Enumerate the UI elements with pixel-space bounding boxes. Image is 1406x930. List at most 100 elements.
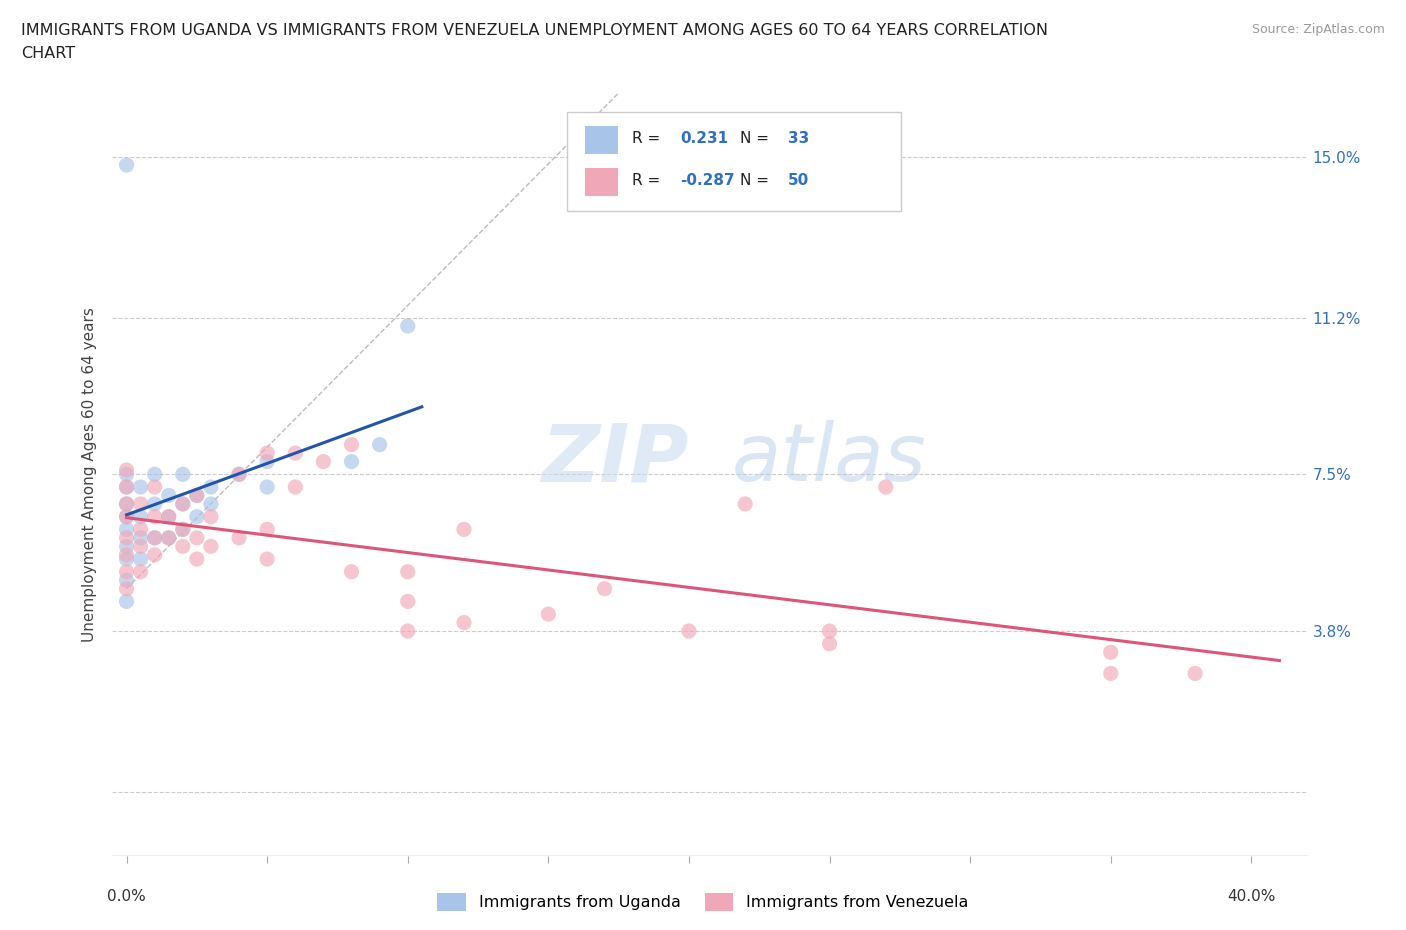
Point [340,454,363,469]
Point [115,548,138,563]
Point [115,581,138,596]
Point [172,538,194,553]
Point [115,594,138,609]
Point [115,573,138,588]
Point [1099,666,1122,681]
Point [256,522,278,537]
Point [115,510,138,525]
Legend: Immigrants from Uganda, Immigrants from Venezuela: Immigrants from Uganda, Immigrants from … [432,886,974,917]
Text: Source: ZipAtlas.com: Source: ZipAtlas.com [1251,23,1385,36]
Point [129,538,152,553]
Point [312,454,335,469]
Point [143,497,166,512]
Point [143,530,166,545]
Point [157,510,180,525]
FancyBboxPatch shape [585,126,619,154]
Text: R =: R = [633,131,661,146]
Point [228,530,250,545]
Point [115,497,138,512]
Point [115,510,138,525]
Text: N =: N = [740,173,769,188]
Text: atlas: atlas [733,420,927,498]
Point [537,606,560,621]
Point [172,467,194,482]
Text: R =: R = [633,173,661,188]
Point [228,467,250,482]
Point [734,497,756,512]
Point [186,488,208,503]
Point [172,497,194,512]
Point [396,624,419,639]
Point [115,497,138,512]
Point [818,636,841,651]
Point [368,437,391,452]
Point [186,551,208,566]
Point [129,510,152,525]
Point [1184,666,1206,681]
Text: 0.0%: 0.0% [107,889,146,905]
Point [129,522,152,537]
Text: 0.231: 0.231 [681,131,728,146]
Point [115,565,138,579]
Point [186,510,208,525]
Point [157,530,180,545]
Point [284,445,307,460]
Text: CHART: CHART [21,46,75,61]
Point [200,510,222,525]
Point [256,480,278,495]
Text: ZIP: ZIP [541,420,688,498]
Point [157,488,180,503]
Point [593,581,616,596]
Point [129,497,152,512]
Point [157,510,180,525]
Point [340,565,363,579]
Point [129,551,152,566]
FancyBboxPatch shape [585,168,619,196]
Point [115,538,138,553]
Text: 40.0%: 40.0% [1227,889,1275,905]
Point [115,467,138,482]
Text: -0.287: -0.287 [681,173,735,188]
Point [1099,644,1122,659]
Point [453,615,475,630]
Point [678,624,700,639]
Point [340,437,363,452]
Point [200,480,222,495]
Point [200,497,222,512]
Point [186,530,208,545]
Y-axis label: Unemployment Among Ages 60 to 64 years: Unemployment Among Ages 60 to 64 years [82,307,97,642]
Point [143,510,166,525]
Point [129,530,152,545]
Point [143,480,166,495]
Point [115,522,138,537]
Point [256,454,278,469]
Point [157,530,180,545]
Point [172,497,194,512]
Point [396,565,419,579]
FancyBboxPatch shape [567,113,901,211]
Point [256,551,278,566]
Point [115,551,138,566]
Point [115,157,138,172]
Point [396,319,419,334]
Point [143,530,166,545]
Point [228,467,250,482]
Point [818,624,841,639]
Text: 50: 50 [787,173,808,188]
Point [143,548,166,563]
Point [172,522,194,537]
Point [129,565,152,579]
Point [256,445,278,460]
Point [396,594,419,609]
Point [875,480,897,495]
Point [186,488,208,503]
Point [143,467,166,482]
Text: N =: N = [740,131,769,146]
Point [284,480,307,495]
Point [172,522,194,537]
Text: 33: 33 [787,131,808,146]
Point [115,480,138,495]
Point [115,480,138,495]
Point [115,462,138,477]
Point [453,522,475,537]
